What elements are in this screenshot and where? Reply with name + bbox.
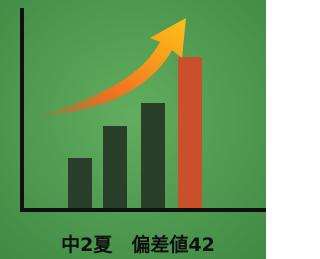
caption: 中2夏 偏差値42 [61,233,215,256]
illustration: 中2夏 偏差値42 [0,0,266,259]
bar [103,126,127,208]
bar-highlight [178,57,202,208]
page: 中2夏 偏差値42 (() => { const data = JSON.par… [0,0,266,259]
chalkboard [0,0,266,259]
bar [68,158,92,208]
bar [141,103,165,208]
